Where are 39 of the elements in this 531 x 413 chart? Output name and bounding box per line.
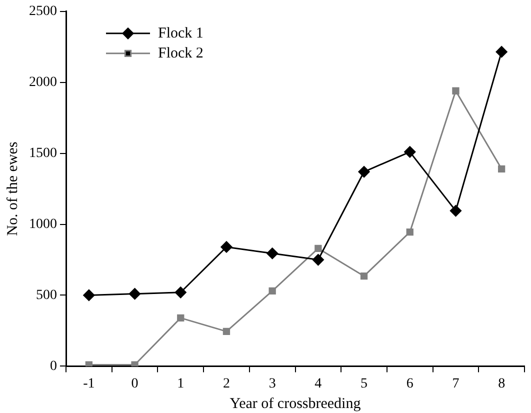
point	[174, 286, 186, 298]
point	[83, 289, 95, 301]
y-tick-label: 1500	[29, 146, 57, 161]
y-tick-label: 0	[50, 358, 57, 374]
point	[450, 205, 462, 217]
legend-label: Flock 1	[158, 25, 204, 42]
x-tick-label: 4	[314, 376, 322, 392]
point	[314, 244, 322, 252]
y-axis-title: No. of the ewes	[4, 142, 21, 236]
x-tick-label: 5	[360, 376, 368, 392]
x-tick-label: -1	[83, 376, 95, 392]
x-tick-label: 1	[177, 376, 184, 392]
y-tick-label: 2500	[29, 4, 57, 20]
y-tick-label: 500	[36, 288, 57, 303]
point	[358, 166, 370, 178]
point	[404, 146, 416, 158]
point	[129, 288, 141, 300]
y-tick-label: 1000	[29, 216, 57, 232]
point	[220, 241, 232, 253]
x-tick-label: 7	[452, 376, 460, 392]
point	[498, 165, 506, 173]
point	[268, 287, 276, 295]
point	[406, 228, 414, 236]
point	[131, 361, 138, 366]
y-tick-label: 2000	[29, 75, 57, 90]
x-tick-label: 8	[498, 376, 506, 392]
point	[452, 87, 460, 94]
point	[222, 328, 230, 336]
x-tick-label: 2	[222, 376, 230, 392]
x-axis-title: Year of crossbreeding	[230, 396, 362, 412]
point	[496, 46, 508, 58]
x-tick-label: 3	[268, 376, 276, 392]
legend-label: Flock 2	[158, 45, 204, 62]
point	[360, 272, 368, 280]
x-tick-label: 0	[131, 376, 138, 392]
point	[177, 314, 184, 322]
point	[312, 254, 324, 266]
x-tick-label: 6	[406, 376, 414, 392]
point	[266, 248, 278, 260]
